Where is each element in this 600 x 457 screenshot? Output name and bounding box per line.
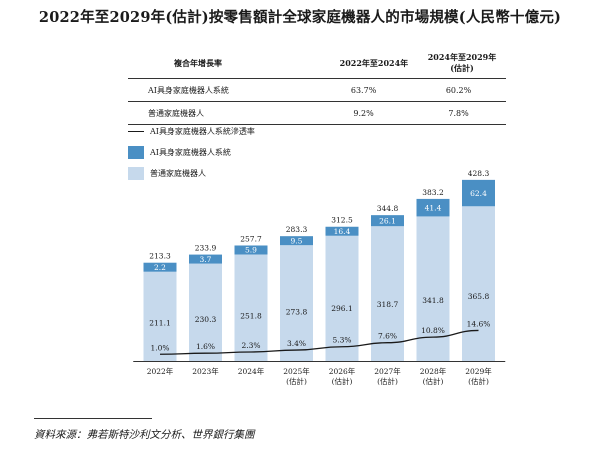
category-label: (估計) <box>423 376 444 386</box>
bar-ai <box>280 236 313 246</box>
data-label-total: 383.2 <box>422 188 444 197</box>
bar-ai <box>371 215 404 227</box>
cagr-value: 9.2% <box>353 108 374 118</box>
penetration-line <box>159 329 479 355</box>
legend-item-normal: 普通家庭機器人 <box>128 163 255 184</box>
cagr-header-period-1: 2022年至2024年 <box>339 57 409 68</box>
bar-ai <box>234 245 268 255</box>
penetration-label: 7.6% <box>378 332 397 341</box>
bar-normal <box>234 254 268 361</box>
penetration-label: 1.6% <box>196 342 215 351</box>
data-label-ai: 3.7 <box>200 255 212 264</box>
cagr-row: AI具身家庭機器人系統 63.7% 60.2% <box>128 79 506 102</box>
cagr-table: 複合年增長率 2022年至2024年 2024年至2029年 (估計) AI具身… <box>128 48 506 125</box>
bar-ai <box>143 262 177 272</box>
cagr-header-period-2: 2024年至2029年 (估計) <box>427 52 497 73</box>
bar-ai <box>462 179 495 207</box>
cagr-value: 60.2% <box>445 85 472 95</box>
category-label: 2025年 <box>283 366 310 376</box>
bar-ai <box>325 226 359 236</box>
data-label-ai: 62.4 <box>470 189 487 198</box>
chart-title: 2022年至2029年(估計)按零售額計全球家庭機器人的市場規模(人民幣十億元) <box>38 9 562 26</box>
category-label: 2027年 <box>374 366 401 376</box>
legend-label: 普通家庭機器人 <box>150 169 206 178</box>
bar-normal <box>462 206 495 361</box>
data-label-total: 213.3 <box>149 252 171 261</box>
data-label-ai: 5.9 <box>245 246 257 255</box>
penetration-label: 14.6% <box>467 319 491 328</box>
cagr-row: 普通家庭機器人 9.2% 7.8% <box>128 102 506 125</box>
data-label-ai: 2.2 <box>154 263 166 272</box>
legend-item-ai: AI具身家庭機器人系統 <box>128 142 255 163</box>
cagr-header-label: 複合年增長率 <box>174 57 222 68</box>
data-label-normal: 251.8 <box>240 311 262 320</box>
chart-legend: AI具身家庭機器人系統滲透率 AI具身家庭機器人系統 普通家庭機器人 <box>128 121 255 184</box>
data-label-normal: 296.1 <box>331 304 352 313</box>
bar-ai <box>416 198 450 217</box>
data-label-total: 428.3 <box>468 169 490 178</box>
penetration-label: 1.0% <box>150 343 169 352</box>
category-label: 2023年 <box>192 366 219 376</box>
legend-item-penetration: AI具身家庭機器人系統滲透率 <box>128 121 255 142</box>
cagr-row-label: 普通家庭機器人 <box>148 108 204 118</box>
penetration-label: 3.4% <box>287 339 306 348</box>
category-label: 2024年 <box>238 366 265 376</box>
category-label: 2022年 <box>147 366 174 376</box>
legend-swatch-ai <box>128 146 144 159</box>
cagr-header-row: 複合年增長率 2022年至2024年 2024年至2029年 (估計) <box>128 48 506 79</box>
legend-line-swatch <box>128 131 144 132</box>
category-label: (估計) <box>468 376 489 386</box>
source-divider <box>34 418 152 419</box>
cagr-row-label: AI具身家庭機器人系統 <box>148 85 229 95</box>
bar-normal <box>371 226 404 361</box>
cagr-value: 63.7% <box>350 85 377 95</box>
data-label-normal: 211.1 <box>149 318 170 327</box>
data-label-ai: 9.5 <box>291 236 303 245</box>
bar-normal <box>416 216 450 361</box>
bar-normal <box>325 235 359 361</box>
data-label-ai: 41.4 <box>425 203 442 212</box>
data-label-total: 344.8 <box>377 204 399 213</box>
data-label-normal: 273.8 <box>286 308 308 317</box>
category-label: 2029年 <box>465 366 492 376</box>
data-label-ai: 16.4 <box>334 227 351 236</box>
category-label: 2028年 <box>420 366 447 376</box>
category-label: (估計) <box>377 376 398 386</box>
bar-normal <box>280 245 313 361</box>
data-label-ai: 26.1 <box>379 216 396 225</box>
category-label: 2026年 <box>329 366 356 376</box>
data-label-total: 257.7 <box>240 234 262 243</box>
legend-swatch-normal <box>128 167 144 180</box>
category-label: (估計) <box>332 376 353 386</box>
data-label-normal: 230.3 <box>195 315 217 324</box>
legend-label: AI具身家庭機器人系統滲透率 <box>150 127 255 136</box>
source-note: 資料來源：弗若斯特沙利文分析、世界銀行集團 <box>34 429 255 441</box>
bar-normal <box>189 263 222 361</box>
data-label-total: 233.9 <box>195 244 217 253</box>
penetration-label: 5.3% <box>332 336 351 345</box>
stacked-bar-chart: 2.2 211.1 213.3 2022年 3.7 230.3 233.9 2023年 5.9 2… <box>133 169 506 386</box>
cagr-value: 7.8% <box>448 108 469 118</box>
data-label-total: 312.5 <box>331 216 353 225</box>
data-label-normal: 365.8 <box>468 292 490 301</box>
legend-label: AI具身家庭機器人系統 <box>150 148 231 157</box>
data-label-total: 283.3 <box>286 225 308 234</box>
data-label-normal: 341.8 <box>422 296 444 305</box>
category-label: (估計) <box>286 376 307 386</box>
penetration-label: 10.8% <box>421 326 445 335</box>
data-label-normal: 318.7 <box>377 300 399 309</box>
bar-ai <box>189 254 222 264</box>
bar-normal <box>143 271 177 361</box>
penetration-label: 2.3% <box>241 341 260 350</box>
